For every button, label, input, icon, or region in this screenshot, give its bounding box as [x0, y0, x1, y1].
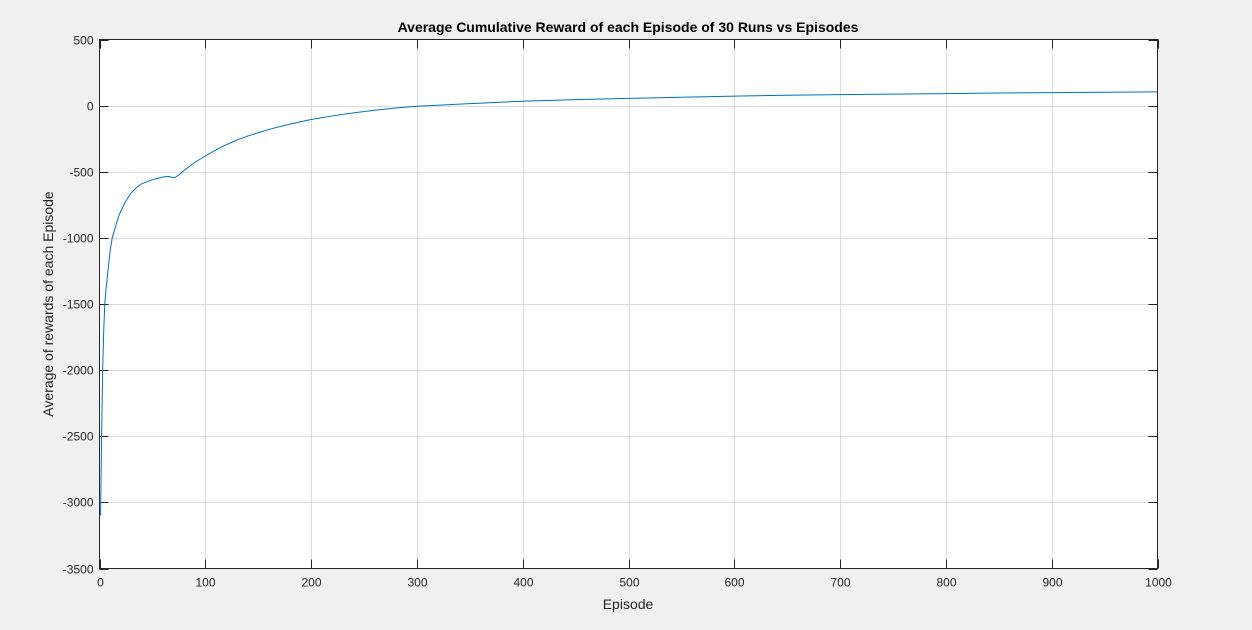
y-axis-label: Average of rewards of each Episode [40, 191, 56, 417]
x-tick-label: 500 [619, 576, 639, 590]
x-tick-labels: 0 100 200 300 400 500 600 700 800 900 1000 [97, 576, 1172, 590]
y-tick-label: 500 [73, 34, 93, 48]
x-tick-label: 600 [724, 576, 744, 590]
x-tick-label: 1000 [1145, 576, 1172, 590]
tick-marks [99, 39, 1159, 570]
y-tick-label: 0 [87, 100, 94, 114]
y-tick-label: -1500 [63, 298, 94, 312]
series-line [100, 91, 1158, 516]
x-tick-label: 200 [301, 576, 321, 590]
y-tick-label: -3500 [63, 563, 94, 577]
y-tick-label: -3000 [63, 496, 94, 510]
y-tick-labels: -3500 -3000 -2500 -2000 -1500 -1000 -500 0 500 [63, 34, 94, 577]
x-tick-label: 900 [1042, 576, 1062, 590]
x-tick-label: 400 [513, 576, 533, 590]
x-tick-label: 100 [195, 576, 215, 590]
plot-frame [99, 39, 1158, 569]
x-tick-label: 300 [407, 576, 427, 590]
x-tick-label: 700 [830, 576, 850, 590]
y-tick-label: -500 [69, 166, 93, 180]
x-tick-label: 0 [97, 576, 104, 590]
y-tick-label: -1000 [63, 232, 94, 246]
gridlines [99, 39, 1158, 569]
x-tick-label: 800 [936, 576, 956, 590]
x-axis-label: Episode [603, 596, 654, 612]
y-tick-label: -2000 [63, 364, 94, 378]
chart-title: Average Cumulative Reward of each Episod… [398, 19, 859, 35]
y-tick-label: -2500 [63, 430, 94, 444]
